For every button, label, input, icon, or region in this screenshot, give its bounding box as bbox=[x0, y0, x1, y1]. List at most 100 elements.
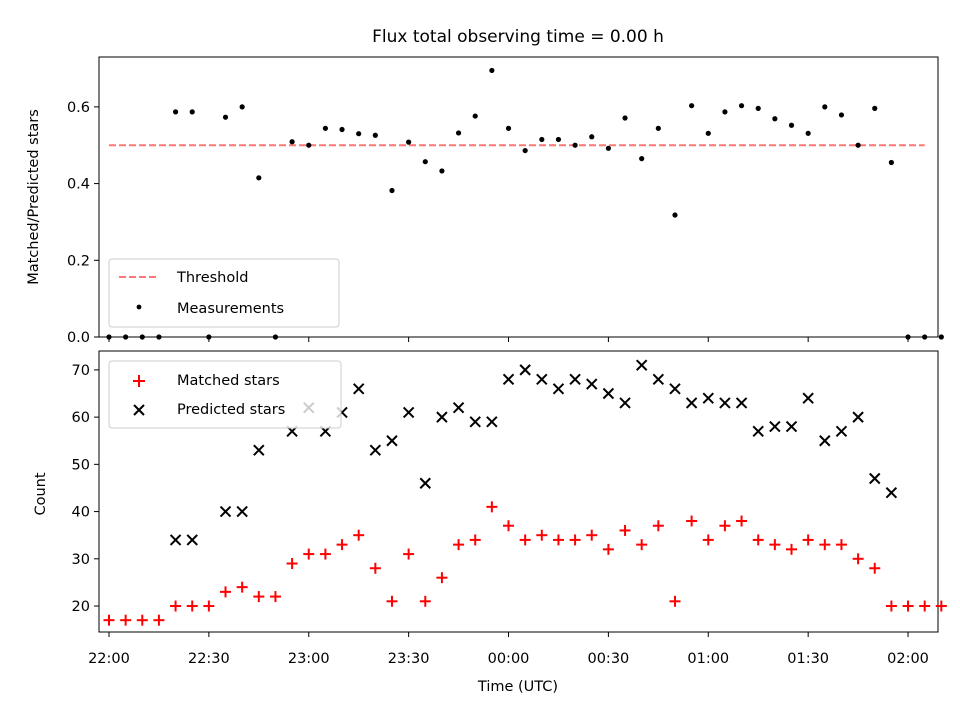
bottom-x-tick-label: 01:00 bbox=[687, 651, 729, 667]
measurement-point bbox=[322, 125, 328, 131]
measurement-point bbox=[139, 334, 145, 340]
measurement-point bbox=[822, 104, 828, 110]
matched-star-point bbox=[852, 553, 864, 565]
predicted-star-point bbox=[702, 392, 714, 404]
bottom-y-axis-label: Count bbox=[33, 472, 49, 515]
bottom-y-tick-label: 30 bbox=[72, 552, 90, 568]
matched-star-point bbox=[652, 520, 664, 532]
predicted-star-point bbox=[352, 383, 365, 395]
bottom-x-axis-label: Time (UTC) bbox=[477, 679, 558, 695]
matched-star-point bbox=[186, 600, 198, 612]
top-legend-box bbox=[108, 258, 340, 328]
measurement-point bbox=[888, 159, 894, 166]
matched-star-point bbox=[802, 534, 814, 546]
threshold-legend-label: Threshold bbox=[176, 270, 248, 286]
predicted-star-point bbox=[219, 505, 232, 518]
bottom-x-tick-label: 00:00 bbox=[488, 651, 530, 667]
bottom-y-tick-label: 40 bbox=[72, 505, 90, 521]
measurement-point bbox=[222, 114, 229, 120]
measurement-point bbox=[755, 105, 761, 111]
measurement-point bbox=[306, 142, 312, 148]
measurement-point bbox=[872, 105, 878, 111]
matched-star-point bbox=[552, 534, 564, 546]
top-legend: Threshold Measurements bbox=[108, 258, 340, 328]
matched-star-point bbox=[935, 600, 947, 612]
measurement-point bbox=[123, 334, 129, 340]
matched-star-point bbox=[919, 600, 931, 612]
matched-star-point bbox=[236, 581, 248, 593]
predicted-star-point bbox=[735, 397, 748, 409]
matched-star-point bbox=[403, 548, 415, 560]
matched-star-point bbox=[519, 534, 531, 546]
measurements-legend-swatch bbox=[136, 304, 142, 310]
bottom-x-tick-label: 01:30 bbox=[787, 651, 829, 667]
bottom-legend-box bbox=[108, 360, 342, 429]
measurement-point bbox=[189, 109, 195, 115]
predicted-star-point bbox=[619, 397, 631, 409]
matched-star-point bbox=[269, 591, 281, 603]
measurement-point bbox=[655, 125, 661, 131]
matched-star-point bbox=[736, 515, 748, 527]
measurement-point bbox=[389, 187, 395, 194]
bottom-panel: 20 30 40 50 60 70 22:00 22:30 23:00 23:30 00:00 00… bbox=[33, 350, 947, 695]
predicted-star-point bbox=[552, 383, 565, 395]
matched-stars-legend-swatch bbox=[133, 375, 145, 387]
matched-star-point bbox=[619, 524, 631, 536]
matched-star-point bbox=[669, 595, 681, 607]
top-y-tick-label: 0.4 bbox=[67, 177, 90, 193]
measurement-point bbox=[938, 334, 944, 340]
predicted-star-point bbox=[652, 373, 665, 386]
top-y-axis-label: Matched/Predicted stars bbox=[26, 109, 42, 285]
predicted-star-point bbox=[769, 420, 781, 433]
chart-title: Flux total observing time = 0.00 h bbox=[372, 27, 664, 47]
bottom-x-tick-label: 23:30 bbox=[388, 651, 430, 667]
measurement-point bbox=[455, 130, 462, 136]
top-panel: 0.0 0.2 0.4 0.6 Matched/Predicted stars Thr… bbox=[26, 56, 944, 346]
bottom-x-tick-label: 23:00 bbox=[288, 651, 330, 667]
measurement-point bbox=[555, 136, 562, 143]
measurement-point bbox=[339, 126, 345, 133]
top-plot-marks bbox=[106, 67, 944, 340]
matched-star-point bbox=[885, 600, 897, 612]
measurement-point bbox=[738, 103, 745, 109]
measurements-legend-label: Measurements bbox=[177, 301, 284, 317]
measurement-point bbox=[472, 113, 478, 119]
measurement-point bbox=[788, 122, 795, 128]
measurement-point bbox=[106, 334, 112, 340]
predicted-stars-legend-label: Predicted stars bbox=[177, 402, 285, 418]
matched-star-point bbox=[702, 534, 714, 546]
measurement-point bbox=[172, 109, 179, 115]
predicted-star-point bbox=[452, 401, 465, 414]
matched-star-point bbox=[120, 614, 132, 626]
matched-star-point bbox=[686, 515, 698, 527]
top-y-axis-ticks: 0.0 0.2 0.4 0.6 bbox=[67, 100, 99, 346]
measurement-point bbox=[522, 147, 528, 154]
predicted-star-point bbox=[402, 406, 415, 419]
matched-star-point bbox=[819, 539, 831, 551]
bottom-y-axis-ticks: 20 30 40 50 60 70 bbox=[72, 363, 99, 615]
matched-star-point bbox=[586, 529, 598, 541]
matched-star-point bbox=[170, 600, 182, 612]
matched-star-point bbox=[369, 562, 381, 574]
measurement-point bbox=[372, 132, 378, 138]
predicted-star-point bbox=[569, 373, 581, 386]
predicted-star-point bbox=[519, 364, 531, 376]
top-y-tick-label: 0.0 bbox=[67, 330, 90, 346]
measurement-point bbox=[689, 103, 695, 109]
measurement-point bbox=[356, 131, 362, 137]
matched-star-point bbox=[486, 501, 498, 513]
matched-star-point bbox=[253, 591, 265, 603]
predicted-star-point bbox=[186, 534, 198, 546]
top-y-tick-label: 0.2 bbox=[67, 253, 90, 269]
measurement-point bbox=[589, 134, 595, 140]
matched-star-point bbox=[752, 534, 764, 546]
matched-star-point bbox=[319, 548, 331, 560]
predicted-star-point bbox=[169, 534, 182, 546]
predicted-star-point bbox=[802, 392, 814, 404]
measurement-point bbox=[289, 139, 295, 145]
predicted-star-point bbox=[586, 378, 598, 390]
bottom-y-tick-label: 70 bbox=[72, 363, 90, 379]
matched-star-point bbox=[835, 539, 847, 551]
matched-star-point bbox=[419, 595, 431, 607]
